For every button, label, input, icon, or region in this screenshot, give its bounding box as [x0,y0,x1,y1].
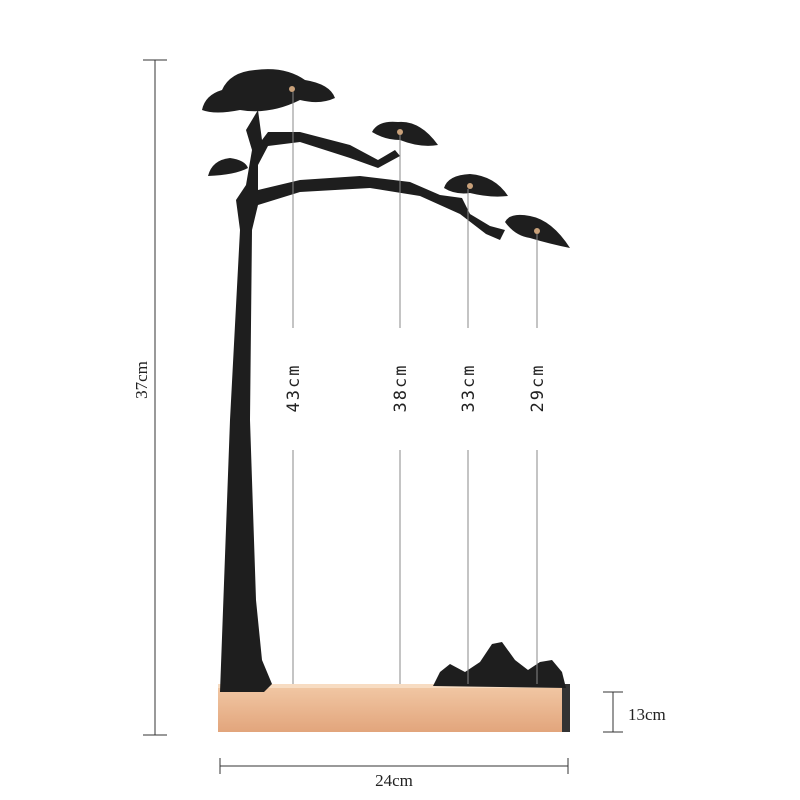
tree-trunk [220,110,505,692]
string-length: 29cm [528,364,548,413]
base-height-label: 13cm [628,705,666,724]
hook [467,183,473,189]
width-label: 24cm [375,771,413,790]
strings [292,92,538,684]
height-label: 37cm [132,361,151,399]
hook [534,228,540,234]
rock-silhouette [433,642,566,688]
tree [202,69,570,692]
wooden-base [218,684,568,732]
hook [397,129,403,135]
canopy-2 [372,121,438,146]
dimension-lines [143,59,623,774]
string-length: 43cm [284,364,304,413]
canopy-top [202,69,335,113]
canopy-left [208,158,248,176]
hooks [289,86,540,234]
string-length: 33cm [459,364,479,413]
canopy-3 [444,174,508,197]
base-top [218,684,568,688]
base-edge [562,684,570,732]
string-length: 38cm [391,364,411,413]
hook [289,86,295,92]
